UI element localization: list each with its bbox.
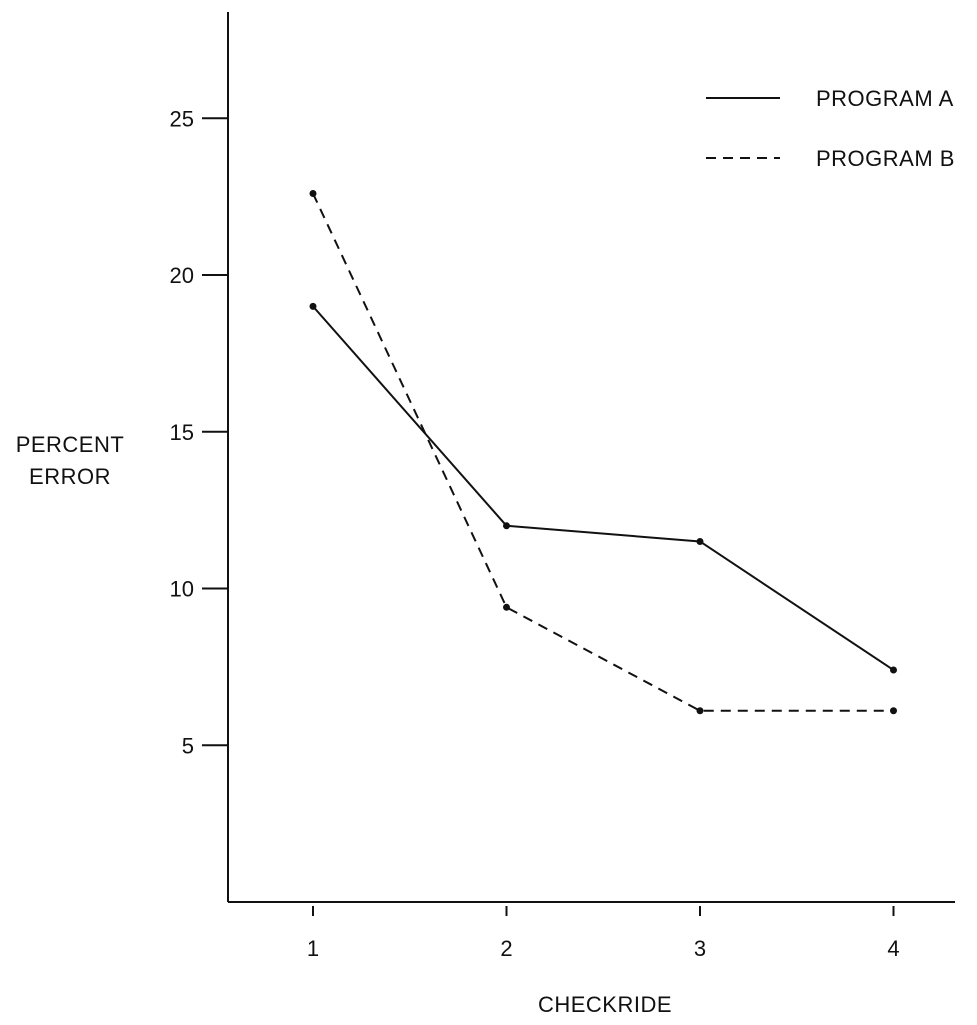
legend-label-program-b: PROGRAM B [816,146,955,171]
data-point-program-a [309,302,317,310]
series-points [309,189,897,715]
x-tick-label: 2 [500,936,512,961]
y-axis-label-line-2: ERROR [29,464,111,489]
y-tick-label: 15 [170,420,194,445]
data-point-program-a [890,666,897,674]
y-tick-label: 25 [170,106,194,131]
y-ticks: 5 10 15 20 25 [170,106,228,758]
axes [227,12,955,903]
legend-label-program-a: PROGRAM A [816,86,954,111]
data-point-program-a [503,522,510,530]
x-ticks: 1 2 3 4 [307,906,900,961]
x-tick-label: 3 [694,936,706,961]
series-lines [312,193,895,712]
data-point-program-a [696,537,704,545]
x-tick-label: 1 [307,936,319,961]
x-axis-label: CHECKRIDE [538,992,672,1017]
data-point-program-b [890,707,897,715]
data-point-program-b [696,707,704,715]
x-tick-label: 4 [887,936,899,961]
data-point-program-b [309,189,317,197]
y-tick-label: 10 [170,577,194,602]
data-point-program-b [503,603,510,611]
series-line-program-a [312,305,895,671]
legend: PROGRAM A PROGRAM B [706,86,955,171]
series-line-program-b [312,193,894,712]
y-axis-label-line-1: PERCENT [16,432,125,457]
y-tick-label: 20 [170,263,194,288]
y-tick-label: 5 [182,733,194,758]
